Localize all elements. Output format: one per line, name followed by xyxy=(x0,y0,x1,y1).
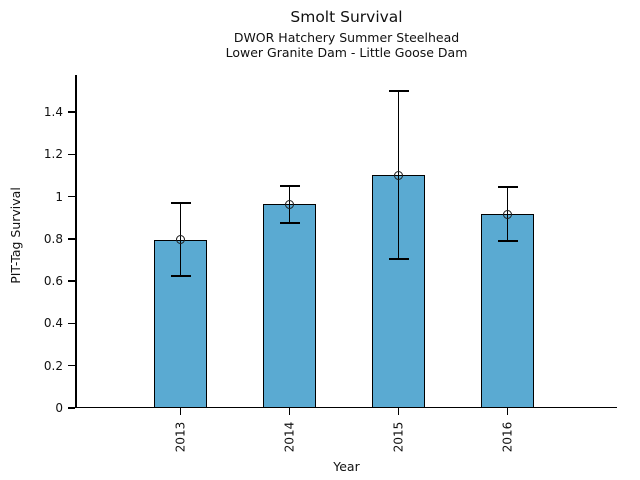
y-tick xyxy=(68,195,75,198)
y-tick xyxy=(68,238,75,240)
point-marker xyxy=(285,199,294,209)
y-tick-label: 0 xyxy=(55,401,63,415)
error-cap-lower xyxy=(279,222,300,224)
error-cap-upper xyxy=(388,90,409,92)
point-marker xyxy=(503,209,512,219)
x-tick-label-text: 2015 xyxy=(391,421,406,453)
x-axis-spine xyxy=(75,406,617,408)
y-tick-label: 0.4 xyxy=(43,316,63,331)
error-cap-lower xyxy=(170,275,191,277)
y-tick xyxy=(68,364,75,367)
y-axis-spine xyxy=(75,75,77,408)
y-tick-label: 1.4 xyxy=(43,105,63,119)
plot-area: 0 0.2 0.4 0.6 0.8 1 1.2 1.4 2013 2014 2015 2016 xyxy=(44,75,617,452)
x-tick xyxy=(506,408,509,415)
x-tick-label-text: 2016 xyxy=(500,421,515,453)
x-tick-label: 2015 xyxy=(369,422,429,453)
x-axis-title: Year xyxy=(333,459,360,474)
x-tick-label: 2016 xyxy=(478,422,538,453)
y-tick-label: 0.8 xyxy=(43,231,63,246)
bar xyxy=(481,214,534,408)
y-tick xyxy=(68,407,75,409)
y-tick-label: 1.2 xyxy=(43,147,63,162)
y-tick xyxy=(68,322,75,325)
x-tick-label-text: 2013 xyxy=(173,421,188,453)
bar xyxy=(263,204,316,408)
error-cap-lower xyxy=(388,258,409,260)
y-tick xyxy=(68,280,75,282)
x-tick xyxy=(179,408,182,415)
x-tick xyxy=(397,408,400,415)
x-tick-label: 2013 xyxy=(151,422,211,453)
chart-subtitle-line2: Lower Granite Dam - Little Goose Dam xyxy=(225,45,468,60)
x-tick-label-text: 2014 xyxy=(282,421,297,453)
error-cap-upper xyxy=(497,186,518,188)
point-marker xyxy=(394,170,403,180)
y-tick xyxy=(68,111,75,113)
y-tick-label: 0.6 xyxy=(43,274,63,289)
error-cap-lower xyxy=(497,240,518,242)
error-cap-upper xyxy=(279,185,300,187)
x-tick-label: 2014 xyxy=(260,422,320,453)
y-tick-label: 0.2 xyxy=(43,358,63,373)
y-tick-label: 1 xyxy=(55,189,63,204)
error-cap-upper xyxy=(170,202,191,204)
chart-title: Smolt Survival xyxy=(290,8,403,26)
chart-subtitle-line1: DWOR Hatchery Summer Steelhead xyxy=(233,30,460,45)
point-marker xyxy=(176,235,185,245)
x-tick xyxy=(288,408,291,415)
y-tick xyxy=(68,153,75,156)
